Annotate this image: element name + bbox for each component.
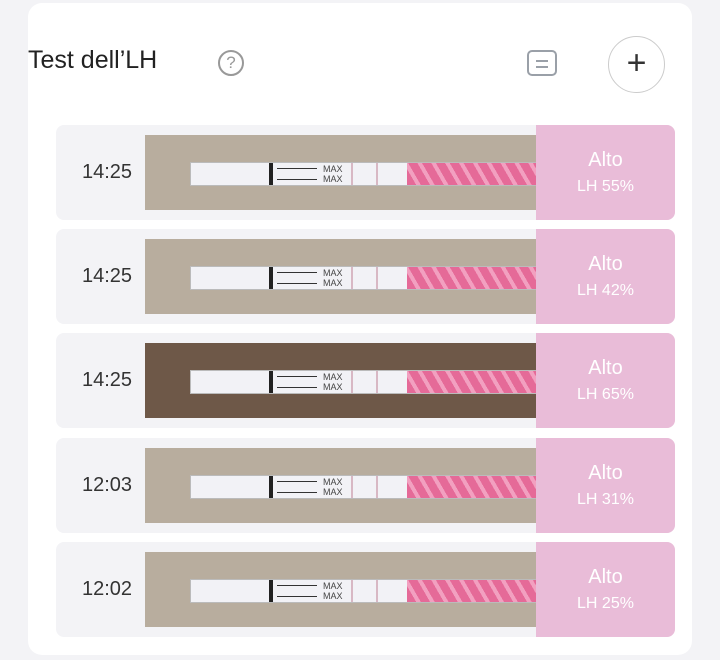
- result-badge: Alto LH 65%: [536, 333, 675, 428]
- page-title: Test dell’LH: [28, 46, 158, 74]
- result-level: Alto: [588, 566, 623, 588]
- test-time: 14:25: [82, 265, 133, 287]
- add-test-button[interactable]: +: [608, 36, 665, 93]
- test-record-row[interactable]: 14:25 MAX MAX Alto LH 42%: [56, 229, 675, 324]
- result-badge: Alto LH 55%: [536, 125, 675, 220]
- test-record-row[interactable]: 12:03 MAX MAX Alto LH 31%: [56, 438, 675, 533]
- test-strip-photo[interactable]: MAX MAX: [145, 135, 536, 210]
- result-badge: Alto LH 25%: [536, 542, 675, 637]
- test-strip-photo[interactable]: MAX MAX: [145, 343, 536, 418]
- result-lh-percent: LH 65%: [577, 386, 634, 403]
- test-record-row[interactable]: 14:25 MAX MAX Alto LH 65%: [56, 333, 675, 428]
- help-icon[interactable]: ?: [218, 50, 244, 76]
- strip-max-label: MAX MAX: [323, 581, 343, 601]
- test-strip-photo[interactable]: MAX MAX: [145, 448, 536, 523]
- result-lh-percent: LH 31%: [577, 491, 634, 508]
- test-strip-photo[interactable]: MAX MAX: [145, 552, 536, 627]
- result-level: Alto: [588, 357, 623, 379]
- test-time: 12:02: [82, 578, 133, 600]
- result-lh-percent: LH 55%: [577, 178, 634, 195]
- test-strip: MAX MAX: [190, 162, 536, 186]
- result-level: Alto: [588, 149, 623, 171]
- result-level: Alto: [588, 253, 623, 275]
- test-strip: MAX MAX: [190, 370, 536, 394]
- strip-max-label: MAX MAX: [323, 372, 343, 392]
- result-badge: Alto LH 42%: [536, 229, 675, 324]
- result-lh-percent: LH 25%: [577, 595, 634, 612]
- list-view-icon[interactable]: [527, 50, 557, 76]
- test-time: 14:25: [82, 369, 133, 391]
- test-strip: MAX MAX: [190, 475, 536, 499]
- result-badge: Alto LH 31%: [536, 438, 675, 533]
- result-level: Alto: [588, 462, 623, 484]
- strip-max-label: MAX MAX: [323, 477, 343, 497]
- test-time: 14:25: [82, 161, 133, 183]
- test-record-row[interactable]: 14:25 MAX MAX Alto LH 55%: [56, 125, 675, 220]
- test-time: 12:03: [82, 474, 133, 496]
- strip-max-label: MAX MAX: [323, 164, 343, 184]
- strip-max-label: MAX MAX: [323, 268, 343, 288]
- test-strip: MAX MAX: [190, 579, 536, 603]
- test-record-row[interactable]: 12:02 MAX MAX Alto LH 25%: [56, 542, 675, 637]
- test-strip: MAX MAX: [190, 266, 536, 290]
- test-strip-photo[interactable]: MAX MAX: [145, 239, 536, 314]
- result-lh-percent: LH 42%: [577, 282, 634, 299]
